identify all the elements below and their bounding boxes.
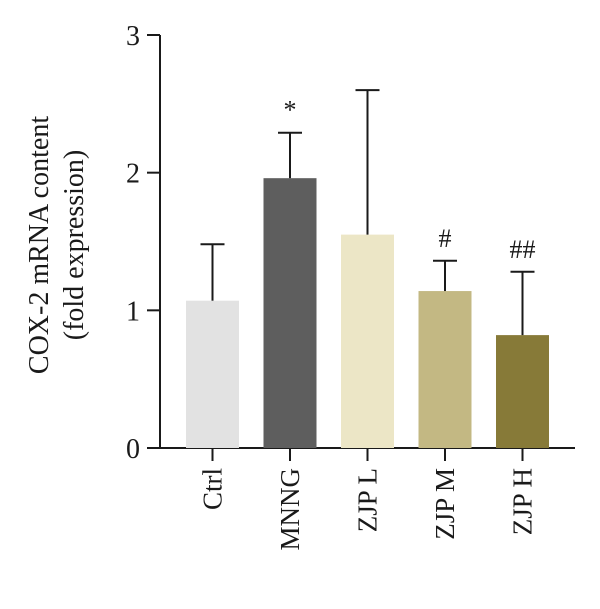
significance-marker: ## — [510, 235, 536, 264]
bars — [186, 178, 549, 448]
y-ticks: 0 1 2 3 — [126, 21, 160, 465]
bar-zjp-h — [496, 335, 549, 448]
x-tick-label: ZJP M — [430, 468, 460, 540]
significance-marker: # — [439, 224, 452, 253]
y-tick-label: 0 — [126, 434, 140, 465]
bar-zjp-m — [418, 291, 472, 448]
y-axis-label-line1: COX-2 mRNA content — [24, 116, 55, 374]
bar-zjp-l — [341, 234, 394, 448]
significance-annotations: *# ## — [284, 96, 536, 264]
x-tick-label: ZJP H — [508, 468, 538, 535]
bar-ctrl — [186, 300, 239, 448]
error-bars — [200, 89, 535, 336]
bar-mnng — [263, 178, 317, 448]
x-tick-label: ZJP L — [353, 468, 383, 532]
y-tick-label: 3 — [126, 21, 140, 52]
x-tick-label: Ctrl — [198, 468, 228, 510]
y-tick-label: 2 — [126, 159, 140, 190]
x-tick-label: MNNG — [275, 468, 305, 551]
significance-marker: * — [284, 96, 297, 125]
y-axis-label-line2: (fold expression) — [59, 150, 90, 341]
x-ticks: Ctrl MNNG ZJP L ZJP M ZJP H — [198, 448, 538, 551]
y-tick-label: 1 — [126, 296, 140, 327]
